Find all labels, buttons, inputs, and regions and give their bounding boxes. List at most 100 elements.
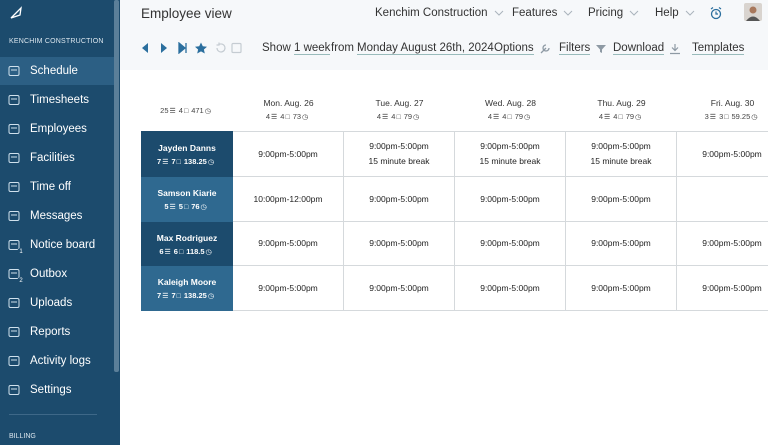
period-select[interactable]: 1 week — [294, 42, 331, 55]
menu-item[interactable]: Outbox 2 — [0, 260, 114, 288]
employee-cell[interactable]: Jayden Danns 77 138.25 — [141, 131, 233, 177]
scrollbar[interactable] — [114, 0, 119, 372]
shift-time: 9:00pm-5:00pm — [591, 238, 651, 248]
show-label: Show — [262, 42, 291, 54]
shift-cell[interactable]: 9:00pm-5:00pm — [566, 222, 677, 266]
from-label: from — [331, 42, 354, 54]
avatar[interactable] — [744, 3, 762, 21]
stat-icon — [205, 247, 215, 256]
shift-cell[interactable]: 9:00pm-5:00pm — [677, 266, 768, 311]
shift-time: 9:00pm-5:00pm — [369, 282, 429, 293]
stat-icon — [176, 157, 184, 166]
stat-hours: 76 — [191, 202, 200, 211]
stat-icon — [270, 112, 280, 121]
stat-icon — [178, 247, 186, 256]
shift-cell[interactable]: 9:00pm-5:00pm — [344, 222, 455, 266]
shift-cell[interactable]: 9:00pm-5:00pm 15 minute break — [344, 131, 455, 177]
shift-time: 9:00pm-5:00pm — [258, 238, 318, 248]
stat-shifts: 4 — [376, 112, 382, 121]
menu-item[interactable]: Employees — [0, 115, 114, 143]
shift-cell[interactable]: 9:00pm-5:00pm — [677, 222, 768, 266]
shift-cell[interactable]: 9:00pm-5:00pm 15 minute break — [455, 131, 566, 177]
nav-link[interactable]: Pricing — [588, 7, 640, 19]
menu-label: Notice board — [30, 239, 96, 251]
toolbar-icons[interactable] — [141, 42, 245, 54]
day-header[interactable]: Thu. Aug. 29 44 79 — [566, 92, 677, 130]
shift-time: 9:00pm-5:00pm — [591, 193, 651, 204]
menu-item[interactable]: Settings — [0, 376, 114, 404]
alarm-icon[interactable] — [709, 6, 723, 20]
toolbar-action[interactable]: Options — [494, 42, 551, 55]
menu-icon — [8, 95, 20, 105]
shift-cell[interactable]: 9:00pm-5:00pm — [566, 266, 677, 311]
menu-item[interactable]: Schedule — [0, 57, 114, 85]
stats: 77 138.25 — [141, 291, 233, 300]
shift-time: 9:00pm-5:00pm — [480, 193, 540, 204]
menu-icon — [8, 240, 20, 250]
nav-link[interactable]: Kenchim Construction — [375, 7, 505, 19]
shift-cell[interactable]: 9:00pm-5:00pm — [233, 266, 344, 311]
nav-label: Pricing — [588, 7, 624, 19]
day-header[interactable]: Fri. Aug. 303359.25 — [677, 92, 768, 130]
nav-label: Features — [512, 7, 558, 19]
shift-cell[interactable]: 9:00pm-5:00pm — [566, 177, 677, 222]
shift-time: 9:00pm-5:00pm — [369, 238, 429, 248]
shift-cell[interactable]: 9:00pm-5:00pm — [344, 266, 455, 311]
shift-cell[interactable]: 9:00pm-5:00pm — [455, 222, 566, 266]
employee-cell[interactable]: Samson Kiarie 55 76 — [141, 177, 233, 222]
menu-item[interactable]: Messages — [0, 202, 114, 230]
stat-hours: 79 — [625, 112, 635, 121]
stat-shifts: 6 — [159, 246, 164, 256]
action-label: Options — [494, 42, 534, 55]
shift-cell[interactable]: 9:00pm-5:00pm — [233, 131, 344, 177]
stat-icon — [506, 112, 514, 121]
stat-days: 7 — [171, 291, 176, 300]
stat-icon — [169, 106, 179, 115]
stat-icon — [412, 112, 422, 121]
toolbar-action[interactable]: Download — [613, 42, 681, 55]
shift-cell[interactable] — [677, 177, 768, 222]
employee-cell[interactable]: Kaleigh Moore 77 138.25 — [141, 266, 233, 311]
shift-cell[interactable]: 9:00pm-5:00pm — [677, 131, 768, 177]
stat-icon — [750, 112, 760, 121]
menu-item[interactable]: Activity logs — [0, 347, 114, 375]
menu-item[interactable]: Time off — [0, 173, 114, 201]
shift-cell[interactable]: 10:00pm-12:00pm — [233, 177, 344, 222]
shift-cell[interactable]: 9:00pm-5:00pm — [233, 222, 344, 266]
stat-icon — [603, 112, 613, 121]
menu-icon — [8, 269, 20, 279]
action-label: Download — [613, 42, 665, 55]
menu-icon — [8, 327, 20, 337]
toolbar-action[interactable]: Templates — [692, 42, 745, 55]
shift-time: 9:00pm-5:00pm — [258, 282, 318, 293]
day-header[interactable]: Mon. Aug. 26 44 73 — [233, 92, 344, 130]
stats: 25 4 471 — [141, 106, 233, 115]
logo[interactable] — [9, 6, 23, 20]
shift-cell[interactable]: 9:00pm-5:00pm — [344, 177, 455, 222]
menu-item[interactable]: Uploads — [0, 289, 114, 317]
nav-link[interactable]: Features — [512, 7, 574, 19]
toolbar-action[interactable]: Filters — [559, 42, 607, 55]
menu-item[interactable]: Timesheets — [0, 86, 114, 114]
date-select[interactable]: Monday August 26th, 2024 — [357, 42, 494, 55]
page-title: Employee view — [141, 6, 232, 21]
menu-item[interactable]: Notice board 1 — [0, 231, 114, 259]
nav-link[interactable]: Help — [655, 7, 696, 19]
stat-icon — [207, 291, 217, 300]
shift-cell[interactable]: 9:00pm-5:00pm 15 minute break — [566, 131, 677, 177]
stat-icon — [204, 106, 214, 115]
stat-hours: 59.25 — [731, 112, 751, 121]
shift-cell[interactable]: 9:00pm-5:00pm — [455, 177, 566, 222]
menu-item[interactable]: Reports — [0, 318, 114, 346]
day-header[interactable]: Wed. Aug. 28 44 79 — [455, 92, 566, 130]
stats: 3 3 59.25 — [677, 112, 768, 121]
menu-item[interactable]: Facilities — [0, 144, 114, 172]
shift-time: 9:00pm-5:00pm — [591, 282, 651, 293]
stat-icon — [381, 112, 391, 121]
shift-time: 9:00pm-5:00pm — [480, 238, 540, 248]
shift-cell[interactable]: 9:00pm-5:00pm — [455, 266, 566, 311]
stat-icon — [723, 112, 731, 121]
day-header[interactable]: Tue. Aug. 27 44 79 — [344, 92, 455, 130]
menu-label: Timesheets — [30, 94, 90, 106]
employee-cell[interactable]: Max Rodriguez 66 118.5 — [141, 222, 233, 266]
